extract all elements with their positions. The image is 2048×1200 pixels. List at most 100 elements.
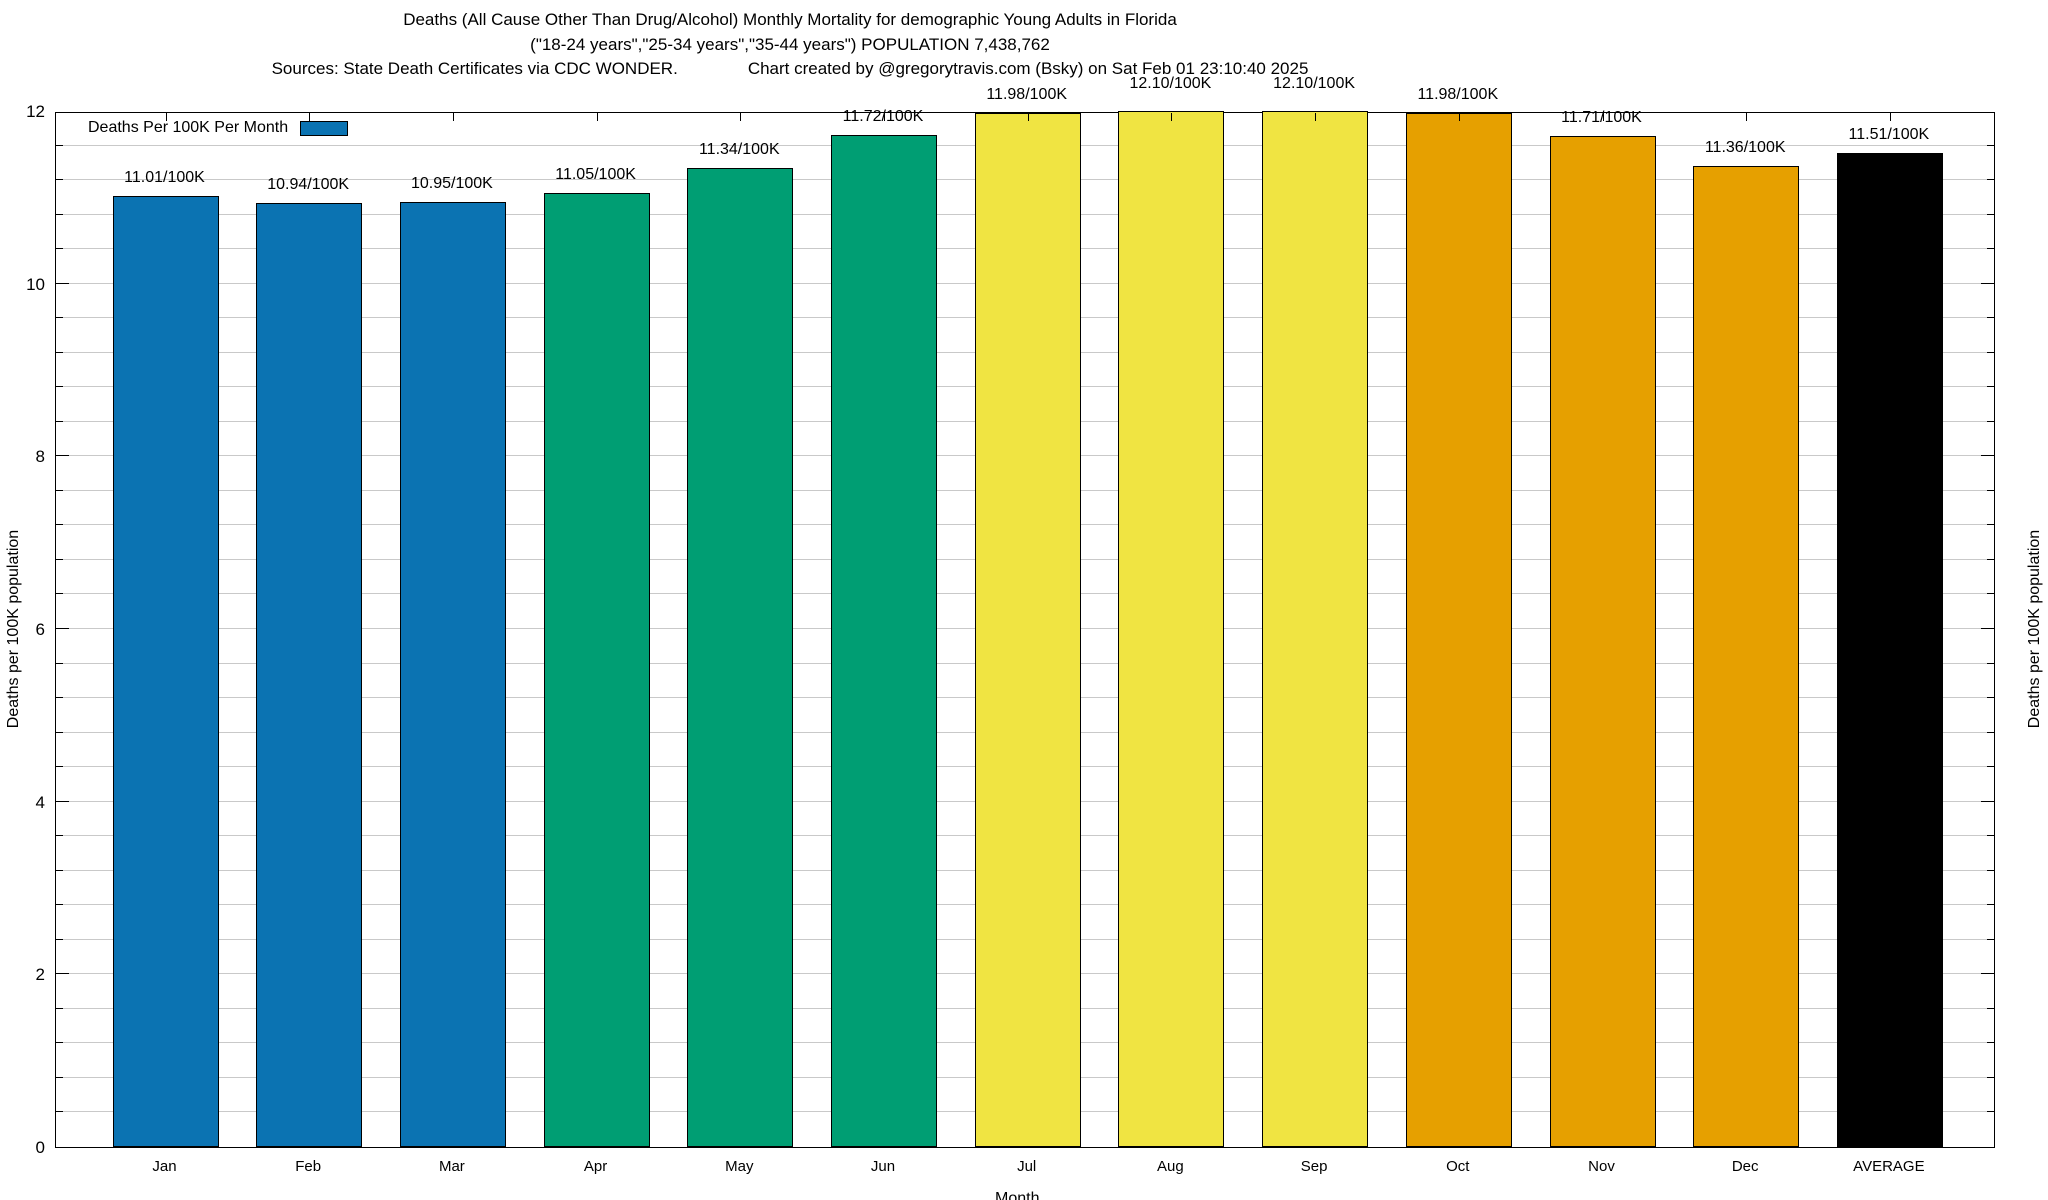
y-tick-minor <box>1987 593 1994 595</box>
x-tick-label: Aug <box>1157 1158 1184 1175</box>
y-tick-minor <box>56 904 63 906</box>
bar-nov <box>1549 136 1656 1147</box>
x-tick-label: Dec <box>1731 1158 1759 1175</box>
x-tick-top <box>1315 113 1317 121</box>
y-tick-minor <box>1987 766 1994 768</box>
y-tick-minor <box>56 593 63 595</box>
y-tick-label: 10 <box>26 274 45 294</box>
y-tick-minor <box>1987 662 1994 664</box>
credit-text: Chart created by @gregorytravis.com (Bsk… <box>747 59 1309 79</box>
y-tick-minor <box>56 869 63 871</box>
y-tick-major <box>1981 455 1994 457</box>
y-tick-minor <box>56 558 63 560</box>
x-tick-top <box>452 113 454 121</box>
y-tick-minor <box>1987 213 1994 215</box>
legend: Deaths Per 100K Per Month <box>88 119 349 137</box>
x-tick-label: Nov <box>1588 1158 1615 1175</box>
y-tick-minor <box>56 697 63 699</box>
x-tick-label: Jul <box>1017 1158 1037 1175</box>
bar-oct <box>1405 112 1512 1147</box>
y-tick-minor <box>1987 144 1994 146</box>
y-tick-minor <box>1987 1042 1994 1044</box>
y-tick-major <box>56 973 69 975</box>
bar-value-label: 11.71/100K <box>1561 109 1642 127</box>
x-tick-label: Jun <box>870 1158 896 1175</box>
y-axis-title-right: Deaths per 100K population <box>2026 529 2043 729</box>
y-tick-minor <box>1987 524 1994 526</box>
bar-aug <box>1118 111 1225 1147</box>
x-tick-top <box>1746 113 1748 121</box>
x-tick-top <box>1889 113 1891 121</box>
x-tick-top <box>1171 113 1173 121</box>
y-tick-minor <box>56 179 63 181</box>
y-tick-minor <box>56 489 63 491</box>
bar-value-label: 11.01/100K <box>124 169 205 187</box>
chart-title-line3: Sources: State Death Certificates via CD… <box>0 57 1580 82</box>
legend-swatch <box>300 120 349 136</box>
y-tick-minor <box>56 835 63 837</box>
bar-value-label: 12.10/100K <box>1273 75 1356 93</box>
bar-jun <box>831 135 937 1147</box>
y-tick-major <box>1981 282 1994 284</box>
y-tick-minor <box>1987 317 1994 319</box>
x-tick-label: Sep <box>1300 1158 1328 1175</box>
bar-average <box>1836 153 1943 1147</box>
bar-value-label: 11.98/100K <box>986 85 1068 103</box>
bar-dec <box>1693 166 1800 1147</box>
y-tick-label: 2 <box>35 965 45 985</box>
y-tick-major <box>56 628 69 629</box>
bar-value-label: 11.51/100K <box>1848 126 1930 144</box>
bar-may <box>687 167 794 1147</box>
x-tick-top <box>1027 113 1029 121</box>
x-tick-top <box>1458 113 1460 121</box>
bar-value-label: 11.36/100K <box>1704 139 1786 157</box>
x-tick-top <box>165 113 167 121</box>
bar-jan <box>112 196 219 1147</box>
y-tick-minor <box>56 662 63 664</box>
chart-title-line2: ("18-24 years","25-34 years","35-44 year… <box>530 34 1050 54</box>
x-tick-label: Jan <box>152 1158 177 1175</box>
bar-value-label: 10.94/100K <box>267 175 350 193</box>
y-tick-major <box>1981 800 1994 802</box>
legend-label: Deaths Per 100K Per Month <box>88 119 289 136</box>
y-tick-minor <box>1987 1007 1994 1009</box>
y-tick-minor <box>56 731 63 733</box>
y-tick-label: 6 <box>35 620 45 639</box>
y-tick-minor <box>56 248 63 250</box>
bar-value-label: 11.34/100K <box>698 140 780 158</box>
y-tick-minor <box>1987 351 1994 353</box>
y-tick-minor <box>1987 697 1994 699</box>
y-tick-major <box>1981 628 1994 629</box>
chart-title-line1: Deaths (All Cause Other Than Drug/Alcoho… <box>403 10 1177 29</box>
x-tick-label: May <box>725 1158 754 1175</box>
y-tick-minor <box>56 144 63 146</box>
y-tick-major <box>56 282 69 284</box>
y-tick-minor <box>1987 835 1994 837</box>
bar-mar <box>399 201 506 1147</box>
bar-jul <box>974 112 1081 1147</box>
bar-feb <box>256 202 363 1147</box>
y-tick-minor <box>1987 731 1994 733</box>
x-tick-top <box>1602 113 1604 121</box>
y-tick-minor <box>1987 1076 1994 1078</box>
y-tick-minor <box>56 420 63 422</box>
bar-value-label: 12.10/100K <box>1129 75 1212 93</box>
bar-value-label: 11.05/100K <box>555 166 636 184</box>
x-tick-label: Oct <box>1446 1158 1470 1175</box>
y-tick-minor <box>1987 489 1994 491</box>
bar-value-label: 11.72/100K <box>842 108 924 126</box>
y-tick-minor <box>56 213 63 215</box>
y-tick-minor <box>1987 248 1994 250</box>
x-tick-label: Mar <box>438 1158 465 1175</box>
y-tick-major <box>56 800 69 802</box>
y-tick-major <box>56 455 69 457</box>
y-tick-minor <box>1987 869 1994 871</box>
y-tick-label: 12 <box>26 102 45 121</box>
y-tick-minor <box>56 1076 63 1078</box>
y-tick-minor <box>1987 938 1994 940</box>
y-tick-minor <box>1987 179 1994 181</box>
bar-value-label: 10.95/100K <box>410 174 493 192</box>
y-tick-minor <box>56 524 63 526</box>
plot-area: Deaths Per 100K Per Month <box>55 111 1995 1148</box>
